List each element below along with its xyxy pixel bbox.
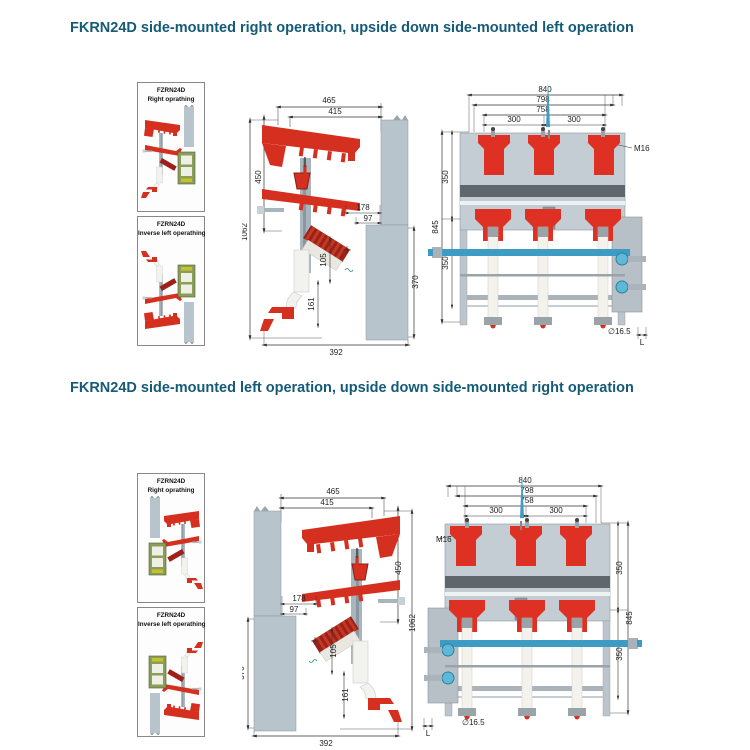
svg-text:370: 370 — [242, 666, 246, 680]
svg-text:450: 450 — [394, 561, 403, 575]
svg-text:350: 350 — [615, 561, 624, 575]
svg-text:161: 161 — [341, 688, 350, 702]
svg-text:415: 415 — [320, 498, 334, 507]
svg-text:845: 845 — [625, 611, 634, 625]
svg-text:∅16.5: ∅16.5 — [462, 718, 485, 727]
svg-text:97: 97 — [290, 605, 299, 614]
svg-text:1062: 1062 — [408, 614, 417, 632]
svg-text:840: 840 — [518, 476, 532, 485]
svg-text:178: 178 — [292, 594, 306, 603]
svg-text:300: 300 — [489, 506, 503, 515]
svg-text:105: 105 — [329, 644, 338, 658]
svg-text:300: 300 — [549, 506, 563, 515]
svg-text:L: L — [426, 729, 431, 738]
svg-text:465: 465 — [326, 487, 340, 496]
svg-text:392: 392 — [319, 739, 333, 748]
svg-text:M16: M16 — [436, 535, 452, 544]
svg-text:350: 350 — [615, 647, 624, 661]
